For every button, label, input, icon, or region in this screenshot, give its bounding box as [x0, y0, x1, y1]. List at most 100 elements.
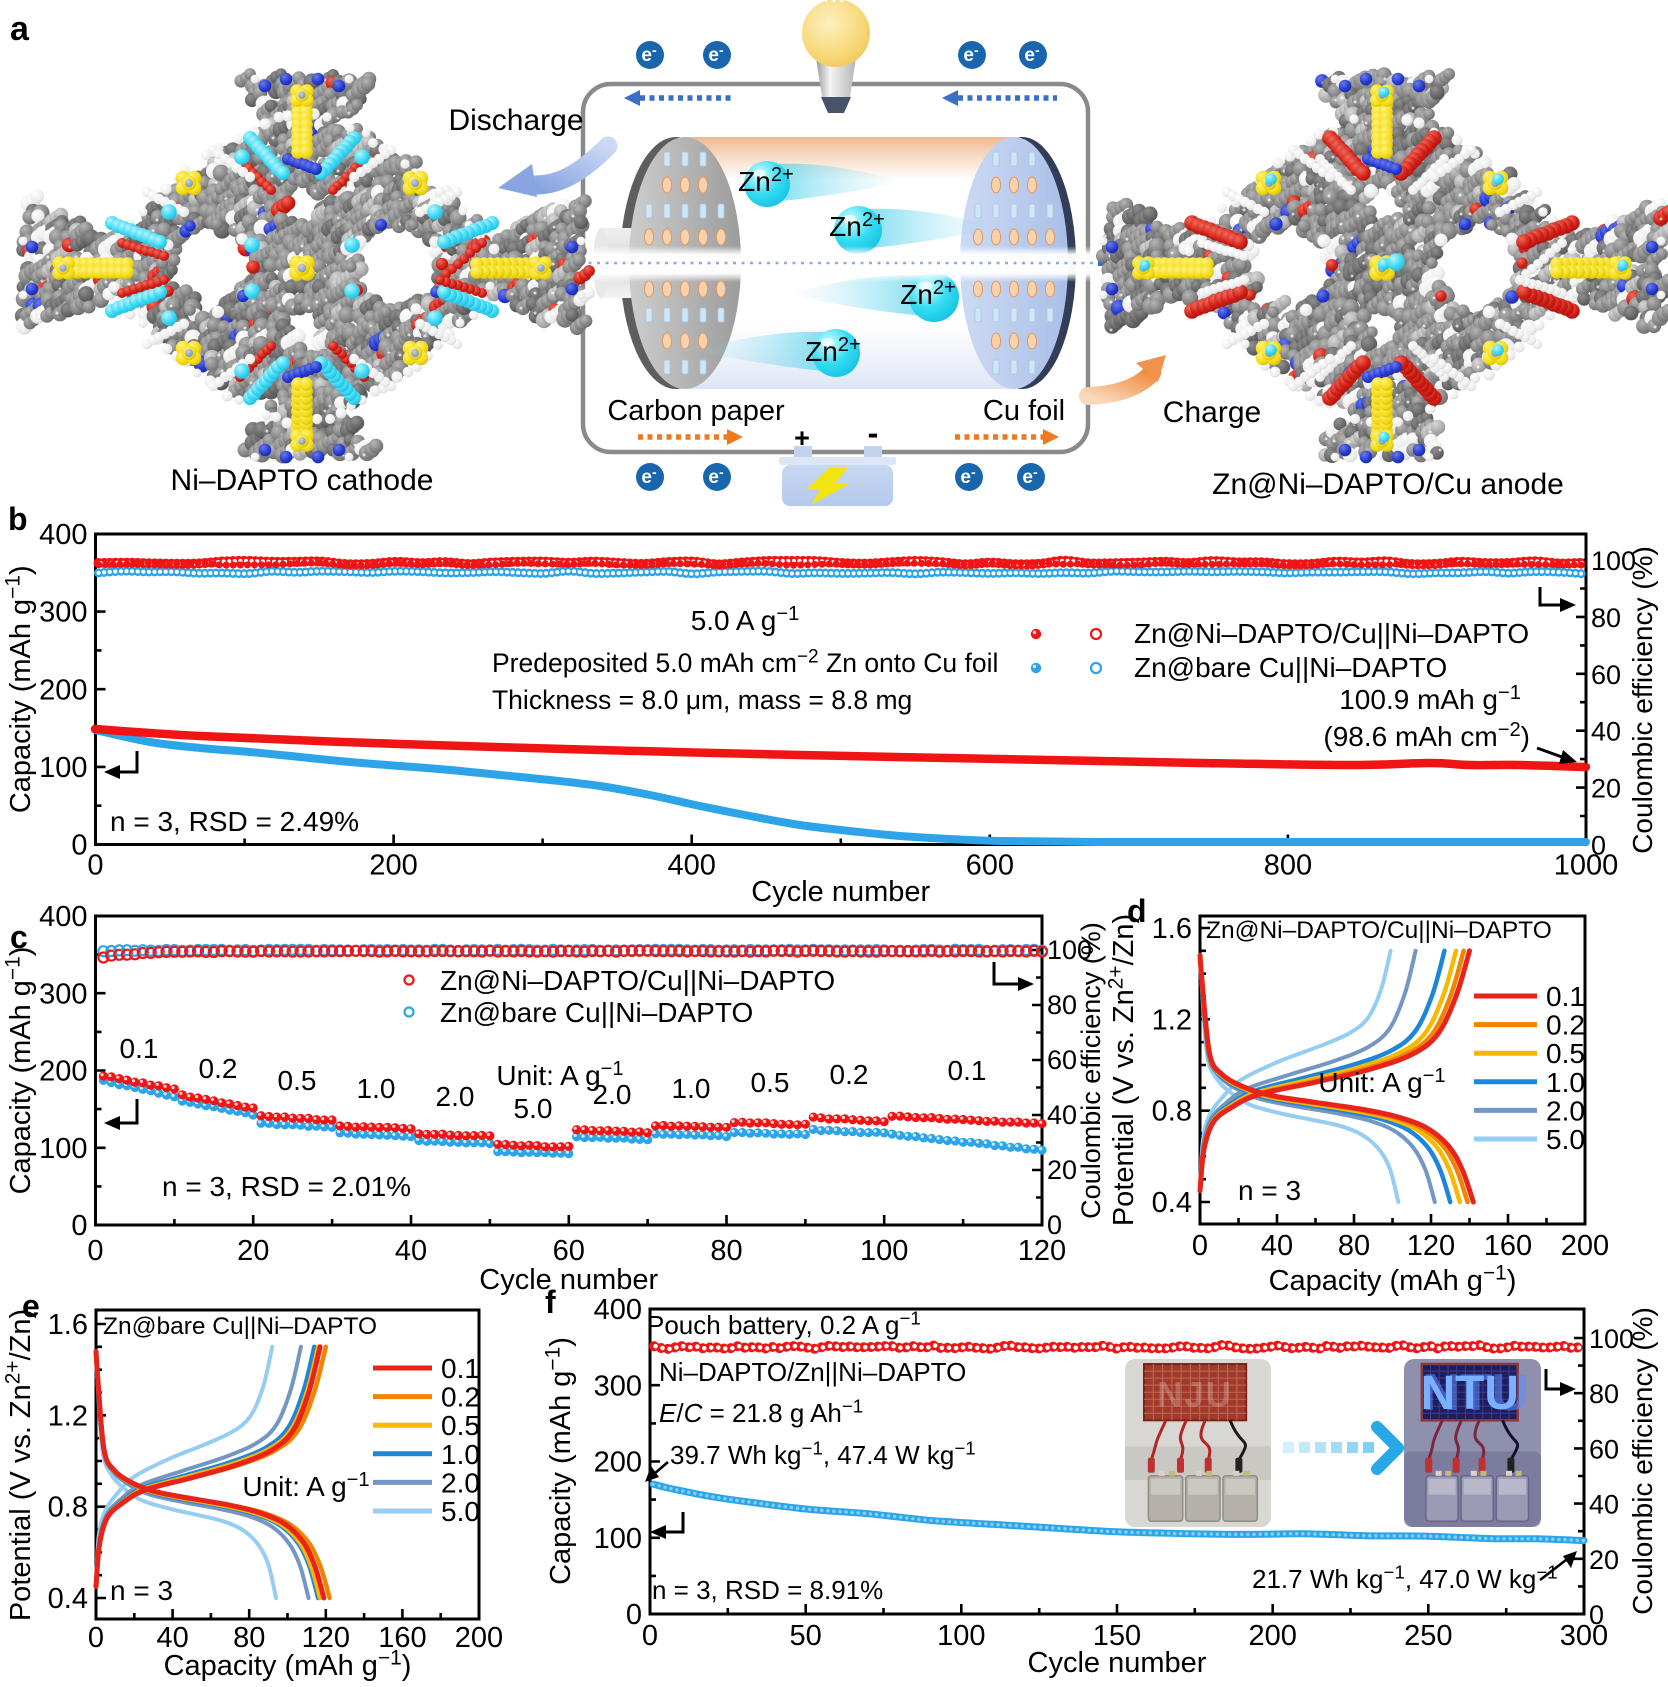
svg-text:80: 80 — [710, 1235, 742, 1267]
svg-text:0.5: 0.5 — [278, 1065, 317, 1096]
svg-text:300: 300 — [39, 597, 87, 629]
svg-text:b: b — [8, 501, 28, 537]
svg-text:NTU: NTU — [1421, 1367, 1519, 1420]
svg-text:400: 400 — [39, 901, 87, 933]
svg-text:80: 80 — [1047, 990, 1077, 1020]
svg-text:0: 0 — [1589, 1600, 1604, 1630]
svg-text:200: 200 — [1561, 1230, 1609, 1262]
svg-text:0: 0 — [71, 1210, 87, 1242]
svg-text:1.2: 1.2 — [1152, 1004, 1192, 1036]
svg-text:Zn@bare Cu||Ni–DAPTO: Zn@bare Cu||Ni–DAPTO — [1134, 652, 1447, 683]
svg-text:50: 50 — [790, 1620, 822, 1652]
svg-text:40: 40 — [1589, 1490, 1619, 1520]
svg-text:a: a — [10, 10, 30, 48]
svg-text:Potential (V vs. Zn2+​/Zn): Potential (V vs. Zn2+​/Zn) — [1105, 914, 1140, 1226]
svg-text:160: 160 — [378, 1622, 426, 1654]
svg-text:0.4: 0.4 — [48, 1583, 88, 1615]
svg-text:+: + — [794, 423, 810, 453]
svg-text:150: 150 — [1093, 1620, 1141, 1652]
svg-text:Cycle number: Cycle number — [751, 876, 930, 908]
svg-text:1.6: 1.6 — [1152, 913, 1192, 945]
svg-text:Coulombic efficiency (%): Coulombic efficiency (%) — [1627, 1307, 1658, 1615]
svg-text:0.2: 0.2 — [830, 1059, 869, 1090]
svg-text:160: 160 — [1484, 1230, 1532, 1262]
svg-text:400: 400 — [668, 850, 716, 882]
svg-text:2.0: 2.0 — [436, 1081, 475, 1112]
svg-text:40: 40 — [1261, 1230, 1293, 1262]
svg-text:0.1: 0.1 — [1546, 981, 1585, 1012]
svg-text:(98.6 mAh cm−2​): (98.6 mAh cm−2​) — [1323, 719, 1530, 752]
svg-text:Cycle number: Cycle number — [479, 1264, 658, 1296]
svg-text:200: 200 — [39, 1056, 87, 1088]
svg-text:100: 100 — [39, 752, 87, 784]
svg-text:39.7 Wh kg−1​, 47.4 W kg−1​: 39.7 Wh kg−1​, 47.4 W kg−1​ — [670, 1438, 976, 1470]
svg-text:80: 80 — [1591, 603, 1621, 633]
svg-text:Charge: Charge — [1163, 396, 1261, 429]
svg-text:n = 3, RSD = 2.49%: n = 3, RSD = 2.49% — [110, 806, 359, 837]
svg-text:Zn@Ni–DAPTO/Cu||Ni–DAPTO: Zn@Ni–DAPTO/Cu||Ni–DAPTO — [1206, 917, 1552, 944]
svg-text:0: 0 — [1192, 1230, 1208, 1262]
svg-text:300: 300 — [594, 1370, 642, 1402]
svg-text:5.0: 5.0 — [1546, 1124, 1585, 1155]
svg-text:Potential (V vs. Zn2+​/Zn): Potential (V vs. Zn2+​/Zn) — [2, 1309, 37, 1621]
svg-text:21.7 Wh kg−1​, 47.0 W kg−1​: 21.7 Wh kg−1​, 47.0 W kg−1​ — [1252, 1562, 1558, 1594]
svg-text:NTU: NTU — [1423, 1363, 1529, 1421]
svg-text:20: 20 — [1589, 1545, 1619, 1575]
svg-text:-: - — [868, 415, 879, 451]
svg-text:1.0: 1.0 — [672, 1073, 711, 1104]
svg-text:0: 0 — [71, 830, 87, 862]
svg-text:100: 100 — [937, 1620, 985, 1652]
svg-text:600: 600 — [966, 850, 1014, 882]
svg-text:Carbon paper: Carbon paper — [607, 395, 785, 427]
svg-text:0: 0 — [626, 1599, 642, 1631]
svg-text:f: f — [545, 1284, 556, 1320]
svg-text:E/C = 21.8 g Ah−1​: E/C = 21.8 g Ah−1​ — [659, 1396, 863, 1428]
svg-text:Ni–DAPTO cathode: Ni–DAPTO cathode — [171, 464, 434, 497]
svg-text:Capacity (mAh g−1​): Capacity (mAh g−1​) — [1269, 1262, 1517, 1297]
svg-text:d: d — [1127, 893, 1147, 929]
svg-text:0.5: 0.5 — [1546, 1038, 1585, 1069]
svg-text:200: 200 — [1248, 1620, 1296, 1652]
svg-text:40: 40 — [395, 1235, 427, 1267]
svg-text:Zn@bare Cu||Ni–DAPTO: Zn@bare Cu||Ni–DAPTO — [440, 997, 753, 1028]
svg-text:0.2: 0.2 — [199, 1053, 238, 1084]
svg-text:5.0: 5.0 — [441, 1496, 480, 1527]
svg-text:Thickness = 8.0 μm, mass = 8.8: Thickness = 8.0 μm, mass = 8.8 mg — [492, 685, 912, 715]
svg-text:1000: 1000 — [1554, 850, 1619, 882]
svg-text:Zn@Ni–DAPTO/Cu||Ni–DAPTO: Zn@Ni–DAPTO/Cu||Ni–DAPTO — [440, 965, 835, 996]
svg-text:Ni–DAPTO/Zn||Ni–DAPTO: Ni–DAPTO/Zn||Ni–DAPTO — [659, 1357, 966, 1387]
svg-text:0: 0 — [87, 1235, 103, 1267]
svg-text:80: 80 — [1338, 1230, 1370, 1262]
svg-text:200: 200 — [594, 1447, 642, 1479]
svg-text:120: 120 — [302, 1622, 350, 1654]
svg-text:0.5: 0.5 — [441, 1410, 480, 1441]
svg-text:60: 60 — [1047, 1045, 1077, 1075]
svg-text:1.6: 1.6 — [48, 1309, 88, 1341]
svg-text:0.1: 0.1 — [948, 1055, 987, 1086]
svg-text:Zn2+: Zn2+ — [805, 334, 861, 367]
svg-text:20: 20 — [1047, 1155, 1077, 1185]
svg-text:20: 20 — [1591, 774, 1621, 804]
svg-text:0: 0 — [88, 1622, 104, 1654]
svg-text:60: 60 — [1589, 1434, 1619, 1464]
svg-text:200: 200 — [39, 674, 87, 706]
svg-text:n = 3: n = 3 — [110, 1575, 173, 1606]
svg-text:n = 3: n = 3 — [1238, 1175, 1301, 1206]
svg-text:200: 200 — [369, 850, 417, 882]
svg-text:40: 40 — [1047, 1100, 1077, 1130]
svg-text:Zn@Ni–DAPTO/Cu anode: Zn@Ni–DAPTO/Cu anode — [1212, 468, 1564, 501]
svg-text:Capacity (mAh g−1​): Capacity (mAh g−1​) — [2, 565, 37, 813]
svg-text:80: 80 — [1589, 1379, 1619, 1409]
svg-text:120: 120 — [1407, 1230, 1455, 1262]
svg-text:0.5: 0.5 — [751, 1067, 790, 1098]
svg-text:Zn@Ni–DAPTO/Cu||Ni–DAPTO: Zn@Ni–DAPTO/Cu||Ni–DAPTO — [1134, 618, 1529, 649]
svg-text:200: 200 — [455, 1622, 503, 1654]
svg-text:Unit: A g−1​: Unit: A g−1​ — [496, 1058, 623, 1091]
svg-text:100: 100 — [1591, 546, 1636, 576]
svg-text:Coulombic efficiency (%): Coulombic efficiency (%) — [1627, 546, 1658, 854]
svg-text:c: c — [10, 919, 28, 955]
svg-text:20: 20 — [237, 1235, 269, 1267]
svg-text:1.0: 1.0 — [441, 1439, 480, 1470]
svg-text:100: 100 — [39, 1133, 87, 1165]
svg-text:0: 0 — [642, 1620, 658, 1652]
